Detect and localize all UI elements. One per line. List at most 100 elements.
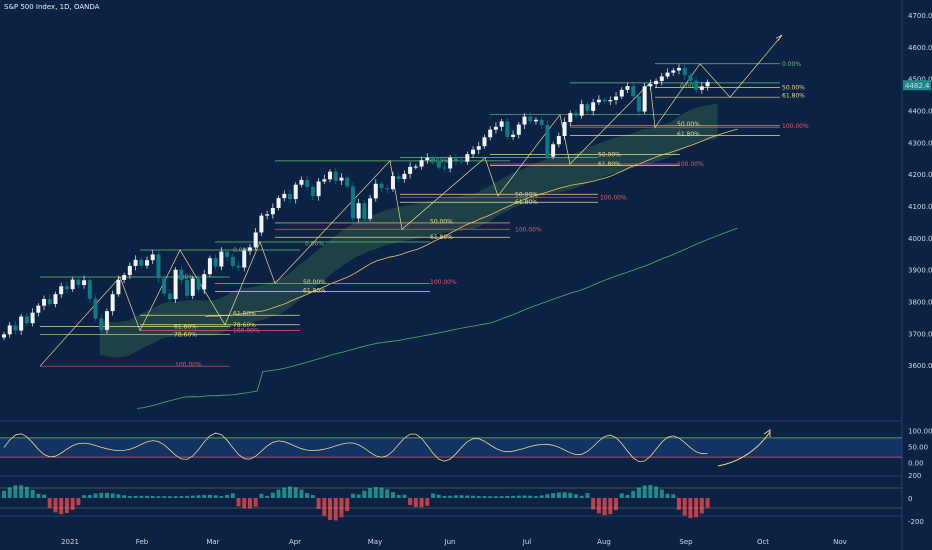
candle-body [705,81,710,87]
histogram-bar [636,487,641,498]
histogram-bar [202,494,207,498]
fib-level-label: 0.00% [782,61,801,68]
candle-body [179,269,184,281]
candle-body [539,119,544,125]
candle-body [396,176,401,179]
candle-body [596,99,601,103]
candle-body [505,121,510,137]
candle-body [202,274,207,290]
histogram-bar [619,493,624,498]
histogram-bar [676,498,681,510]
histogram-bar [259,493,264,498]
histogram-bar [505,496,510,498]
histogram-bar [408,498,413,505]
candle-body [59,286,64,295]
forecast-arrow [717,431,771,467]
candle-body [602,99,607,102]
histogram-bar [270,492,275,498]
histogram-bar [431,493,435,498]
histogram-bar [196,495,201,498]
candle-body [259,215,264,233]
y-tick-label: 0 [908,495,912,503]
candle-body [219,251,224,267]
x-tick-label: Jul [522,538,532,546]
histogram-bar [436,494,441,498]
histogram-bar [230,493,235,498]
histogram-bar [390,491,395,498]
candle-body [36,305,41,313]
x-tick-label: Apr [289,538,301,546]
candle-body [442,167,447,169]
candle-body [24,316,29,324]
candle-body [459,160,464,162]
y-tick-label: 4700.00 [908,12,932,20]
candle-body [476,146,481,150]
histogram-bar [236,498,241,507]
histogram-bar [499,496,504,498]
histogram-bar [425,498,430,506]
x-tick-label: Mar [206,538,219,546]
histogram-bar [19,485,24,498]
oscillator-band [0,437,902,458]
fib-level-label: 50.00% [598,151,621,158]
x-tick-label: Oct [757,538,769,546]
candle-body [207,258,212,275]
candle-body [70,279,75,290]
candle-body [528,116,533,122]
price-tag [903,80,931,91]
candle-body [533,119,538,122]
fib-level-label: 61.80% [303,287,326,294]
candle-body [465,154,470,162]
histogram-bar [522,495,527,498]
histogram-bar [24,486,29,498]
histogram-bar [356,494,361,498]
histogram-bar [413,498,418,508]
fib-level-label: 100.00% [515,226,542,233]
candle-body [676,67,681,71]
candle-body [368,198,373,219]
histogram-bar [219,496,224,498]
candle-body [76,279,81,285]
candle-body [236,265,241,268]
histogram-bar [333,498,338,521]
candle-body [145,260,149,266]
histogram-bar [99,492,104,498]
histogram-bar [539,495,544,498]
histogram-bar [316,498,321,509]
candle-body [688,75,693,81]
candle-body [110,294,115,312]
histogram-bar [299,489,304,498]
candle-body [659,76,664,81]
histogram-bar [396,494,401,498]
x-tick-label: Aug [597,538,611,546]
histogram-bar [185,495,190,498]
histogram-bar [682,498,687,516]
candle-body [373,183,378,199]
fib-level-label: 61.80% [233,311,256,318]
candle-body [162,278,167,294]
oscillator-line [3,432,708,463]
y-tick-label: 3800.00 [908,299,932,307]
candle-body [608,100,613,102]
fib-level-label: 50.00% [430,218,453,225]
y-tick-label: 100.00 [908,427,932,435]
histogram-bar [671,494,676,498]
candle-body [413,166,418,168]
histogram-bar [471,495,476,498]
y-tick-label: 3900.00 [908,267,932,275]
candle-body [350,186,355,219]
histogram-bar [93,493,98,498]
candle-body [333,171,338,181]
candle-body [93,298,98,319]
y-tick-label: 4400.00 [908,108,932,116]
fib-level-label: 61.80% [782,93,805,100]
histogram-bar [465,495,470,498]
histogram-bar [139,495,144,498]
histogram-bar [47,498,52,508]
candle-body [127,265,132,276]
candle-body [682,67,687,76]
candle-body [87,280,92,299]
histogram-bar [64,498,69,514]
candle-body [19,316,24,331]
